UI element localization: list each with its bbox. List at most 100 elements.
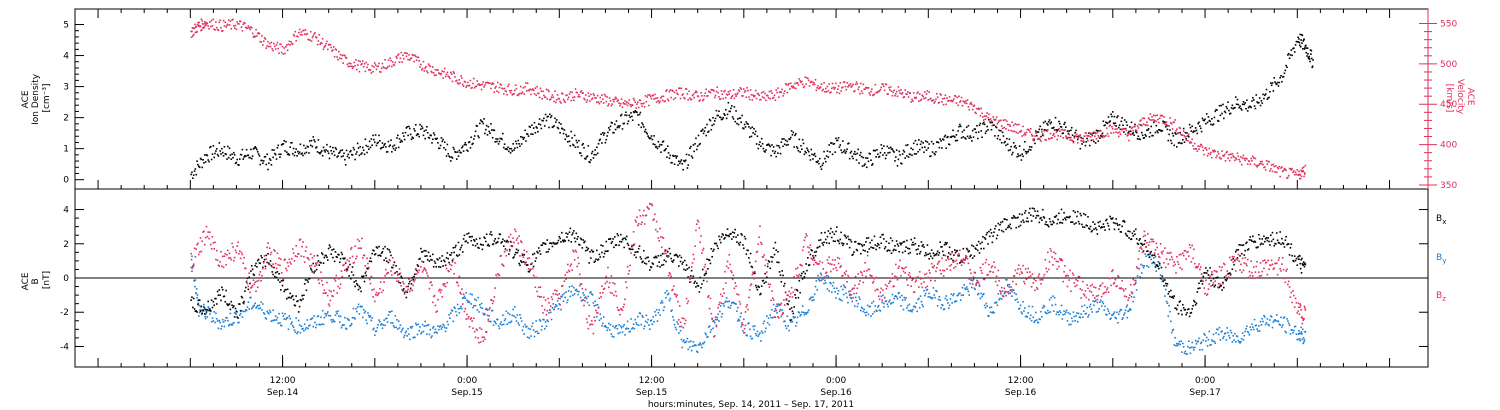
by-point xyxy=(603,325,606,328)
density-point xyxy=(1039,125,1041,128)
density-point xyxy=(411,136,414,139)
by-point xyxy=(558,303,561,305)
by-point xyxy=(304,328,307,331)
velocity-point xyxy=(294,30,297,33)
velocity-point xyxy=(1006,123,1009,126)
velocity-point xyxy=(410,57,413,60)
bx-point xyxy=(741,234,743,236)
density-point xyxy=(555,121,557,123)
velocity-point xyxy=(501,87,503,90)
velocity-point xyxy=(191,27,194,29)
bx-point xyxy=(244,286,247,289)
density-point xyxy=(1152,121,1155,124)
density-point xyxy=(389,144,391,146)
velocity-point xyxy=(580,90,583,92)
density-point xyxy=(431,142,433,144)
density-point xyxy=(383,144,385,146)
by-point xyxy=(470,303,473,305)
bx-point xyxy=(681,263,684,265)
by-point xyxy=(543,318,545,321)
by-point xyxy=(1220,331,1223,333)
velocity-point xyxy=(547,89,549,91)
density-point xyxy=(244,155,247,158)
density-point xyxy=(413,128,415,130)
bx-point xyxy=(766,276,768,279)
bx-point xyxy=(700,286,702,289)
velocity-point xyxy=(986,112,988,114)
by-point xyxy=(658,309,660,311)
by-point xyxy=(1268,324,1270,327)
density-point xyxy=(861,165,864,167)
velocity-point xyxy=(707,90,710,93)
velocity-point xyxy=(1081,137,1083,140)
by-point xyxy=(980,292,983,295)
bx-point xyxy=(335,255,338,258)
velocity-point xyxy=(375,68,378,71)
density-point xyxy=(1176,146,1178,148)
velocity-point xyxy=(1060,128,1063,131)
bx-point xyxy=(258,262,261,264)
velocity-point xyxy=(381,62,384,65)
by-point xyxy=(997,293,1000,295)
velocity-point xyxy=(1233,156,1235,158)
bx-point xyxy=(449,253,451,256)
density-point xyxy=(388,145,391,148)
density-point xyxy=(486,134,489,136)
by-point xyxy=(194,279,197,281)
density-point xyxy=(879,151,882,154)
density-point xyxy=(319,152,321,155)
velocity-point xyxy=(1139,120,1141,122)
bx-point xyxy=(466,233,468,235)
density-point xyxy=(201,166,204,169)
by-point xyxy=(366,322,368,325)
by-point xyxy=(439,324,442,327)
density-point xyxy=(1129,126,1131,128)
density-point xyxy=(418,135,420,138)
bx-point xyxy=(386,248,389,250)
density-point xyxy=(1012,142,1015,144)
velocity-point xyxy=(317,40,320,42)
by-point xyxy=(260,301,262,303)
by-point xyxy=(780,315,783,318)
density-point xyxy=(715,109,718,112)
density-point xyxy=(1136,138,1139,140)
by-point xyxy=(972,278,975,281)
density-point xyxy=(1228,109,1230,112)
by-point xyxy=(197,299,199,302)
velocity-point xyxy=(414,54,416,57)
density-point xyxy=(227,145,229,148)
density-point xyxy=(584,157,586,160)
velocity-point xyxy=(373,62,376,64)
bx-point xyxy=(655,256,658,259)
by-point xyxy=(969,282,971,285)
density-point xyxy=(1264,93,1267,95)
bx-point xyxy=(434,262,437,265)
density-point xyxy=(1269,82,1272,84)
density-point xyxy=(298,151,301,154)
density-point xyxy=(925,149,928,151)
density-point xyxy=(1282,75,1285,78)
velocity-point xyxy=(543,96,546,99)
velocity-point xyxy=(1279,175,1281,178)
velocity-point xyxy=(816,87,819,89)
velocity-point xyxy=(1083,135,1086,137)
by-point xyxy=(462,297,465,299)
density-point xyxy=(549,113,551,116)
by-point xyxy=(292,326,295,329)
velocity-point xyxy=(823,82,825,84)
density-point xyxy=(1090,139,1093,142)
velocity-point xyxy=(510,89,513,92)
density-point xyxy=(260,159,262,162)
by-point xyxy=(1050,296,1053,299)
density-point xyxy=(344,158,346,161)
velocity-point xyxy=(1042,134,1045,137)
by-point xyxy=(1036,321,1039,324)
velocity-point xyxy=(529,88,532,91)
by-point xyxy=(1006,285,1009,287)
by-point xyxy=(672,316,674,318)
density-point xyxy=(998,129,1000,132)
velocity-point xyxy=(293,35,296,37)
bx-point xyxy=(759,293,761,296)
velocity-point xyxy=(725,96,727,99)
density-point xyxy=(643,130,646,133)
